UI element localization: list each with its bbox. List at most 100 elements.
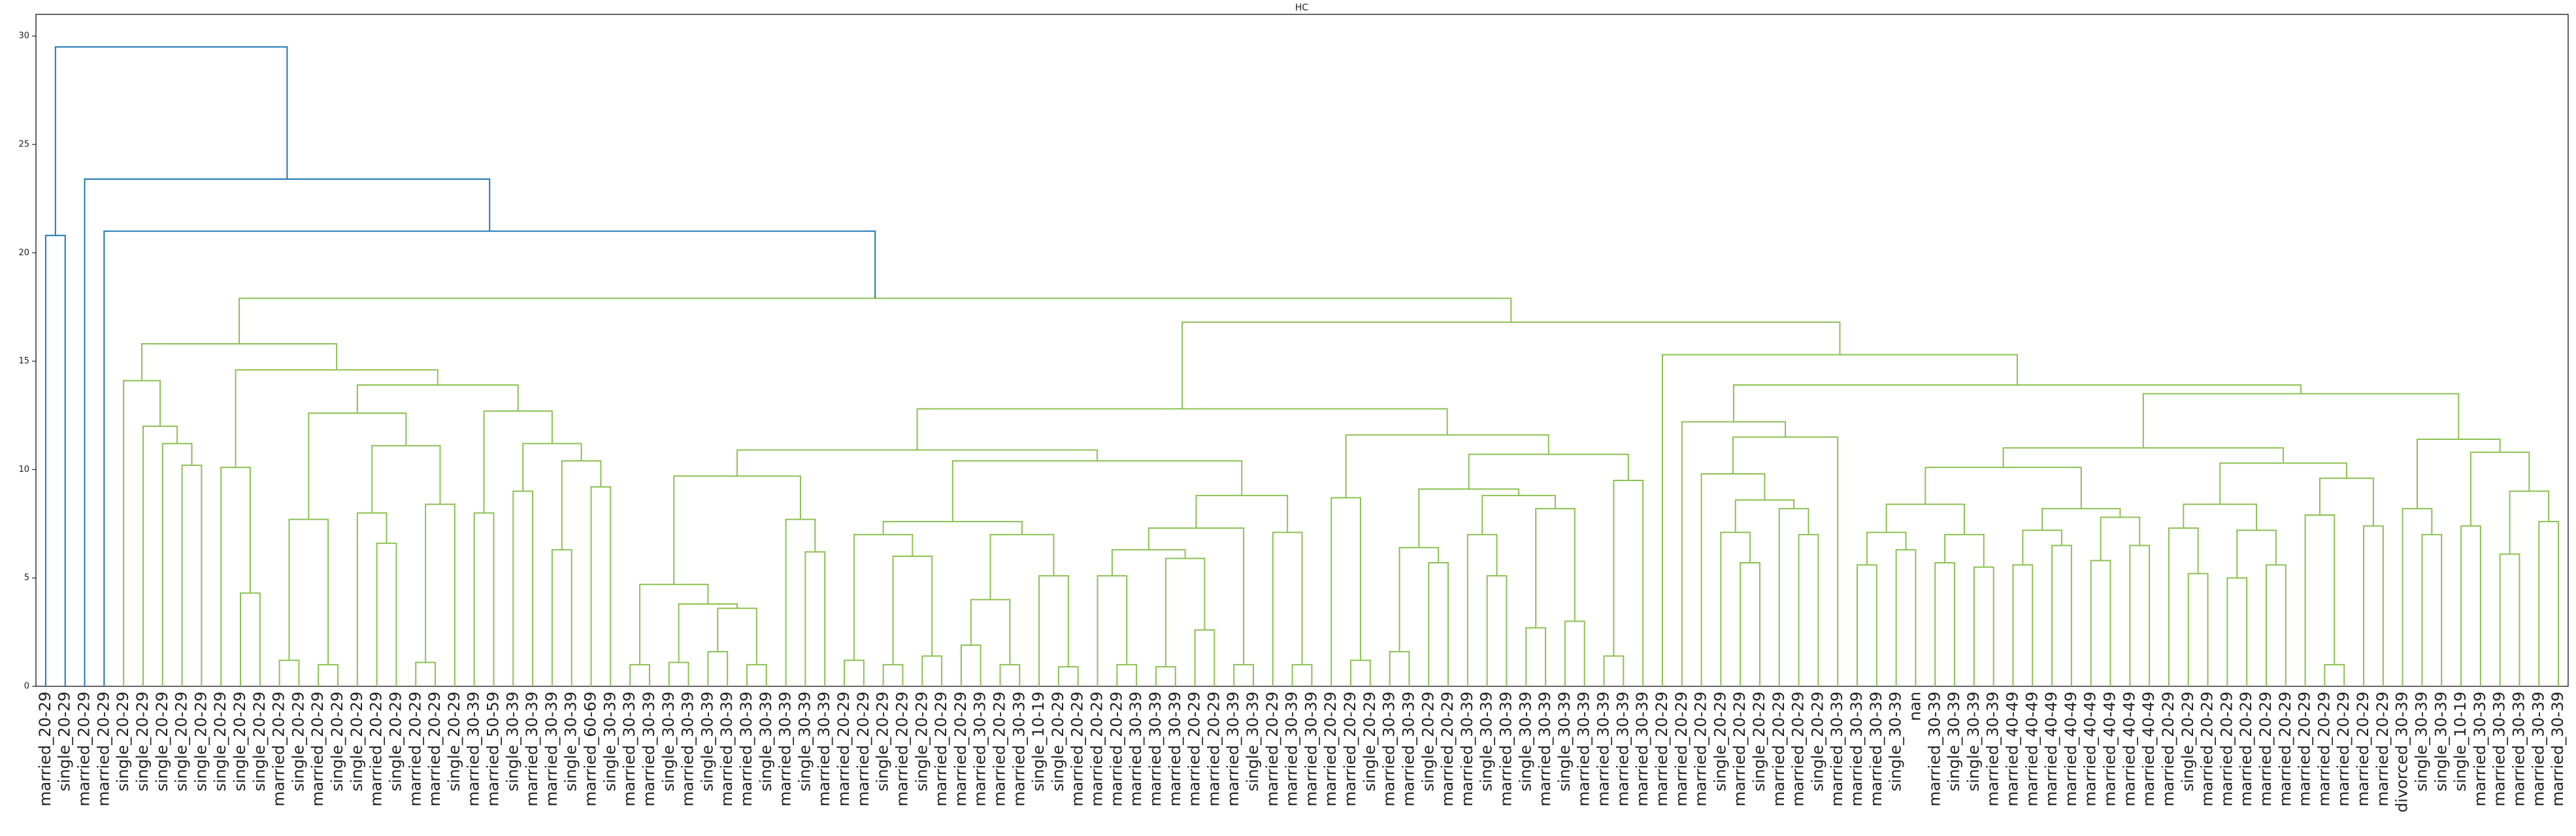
leaf-label: married_20-29 xyxy=(2334,692,2353,807)
dendrogram-link xyxy=(639,584,709,665)
dendrogram-link xyxy=(103,230,876,686)
leaf-label: single_20-29 xyxy=(133,692,152,792)
dendrogram-link xyxy=(2324,663,2345,686)
dendrogram-link xyxy=(1116,663,1138,686)
dendrogram-link xyxy=(318,663,339,686)
dendrogram-link xyxy=(2460,525,2481,686)
leaf-label: married_30-39 xyxy=(815,692,833,807)
dendrogram-link xyxy=(1740,561,1760,686)
leaf-label: married_20-29 xyxy=(834,692,853,807)
chart-title: HC xyxy=(1295,3,1309,13)
dendrogram-link xyxy=(1291,663,1313,686)
leaf-label: married_60-69 xyxy=(582,692,600,807)
dendrogram-link xyxy=(882,663,904,686)
dendrogram-link xyxy=(804,551,826,686)
leaf-label: single_20-29 xyxy=(328,692,346,792)
dendrogram-link xyxy=(551,549,572,686)
leaf-label: single_10-19 xyxy=(1029,692,1048,792)
dendrogram-link xyxy=(1155,666,1176,686)
dendrogram-link xyxy=(288,518,329,665)
leaf-label: married_40-49 xyxy=(2023,692,2041,807)
leaf-label: married_30-39 xyxy=(1380,692,1398,807)
dendrogram-link xyxy=(123,380,161,686)
dendrogram-link xyxy=(2002,447,2285,468)
dendrogram-link xyxy=(308,412,407,520)
leaf-label: married_20-29 xyxy=(951,692,970,807)
leaf-label: married_40-49 xyxy=(2081,692,2100,807)
dendrogram-link xyxy=(2041,508,2121,531)
dendrogram-link xyxy=(2090,560,2111,686)
leaf-label: married_30-39 xyxy=(1925,692,1943,807)
leaf-label: married_30-39 xyxy=(2471,692,2489,807)
leaf-label: single_20-29 xyxy=(153,692,171,792)
leaf-label: married_30-39 xyxy=(523,692,541,807)
leaf-label: single_20-29 xyxy=(1711,692,1729,792)
leaf-label: married_30-39 xyxy=(718,692,736,807)
dendrogram-link xyxy=(882,520,1023,535)
dendrogram-link xyxy=(1866,531,1907,565)
leaf-label: single_30-39 xyxy=(1887,692,1905,792)
dendrogram-link xyxy=(161,443,193,686)
leaf-label: single_30-39 xyxy=(698,692,716,792)
dendrogram-link xyxy=(2168,527,2199,686)
dendrogram-link xyxy=(239,592,261,686)
dendrogram-link xyxy=(668,661,689,686)
dendrogram-link xyxy=(356,384,519,414)
dendrogram-link xyxy=(1720,531,1751,686)
leaf-label: married_40-49 xyxy=(2139,692,2158,807)
leaf-label: single_30-39 xyxy=(1244,692,1262,792)
leaf-label: married_40-49 xyxy=(2042,692,2060,807)
dendrogram-link xyxy=(425,503,455,686)
leaf-label: married_20-29 xyxy=(2354,692,2372,807)
leaf-label: single_30-39 xyxy=(795,692,814,792)
dendrogram-link xyxy=(1468,454,1629,490)
leaf-label: single_20-29 xyxy=(2179,692,2197,792)
dendrogram-link xyxy=(473,512,495,686)
leaf-label: married_20-29 xyxy=(1438,692,1457,807)
dendrogram-link xyxy=(1097,575,1128,686)
leaf-label: married_30-39 xyxy=(2529,692,2547,807)
dendrogram-link xyxy=(746,663,767,686)
leaf-label: single_30-39 xyxy=(1945,692,1963,792)
dendrogram-link xyxy=(1732,384,2302,422)
dendrogram-link xyxy=(2509,490,2550,554)
leaf-label: married_30-39 xyxy=(1536,692,1554,807)
dendrogram-link xyxy=(673,475,801,585)
leaf-label: married_20-29 xyxy=(36,692,54,807)
dendrogram-link xyxy=(1233,663,1254,686)
dendrogram-link xyxy=(2183,503,2258,531)
leaf-label: single_10-19 xyxy=(2451,692,2469,792)
dendrogram-link xyxy=(2265,564,2287,686)
leaf-label: married_20-29 xyxy=(1088,692,1106,807)
dendrogram-link xyxy=(921,655,943,686)
dendrogram-link xyxy=(951,460,1243,522)
dendrogram-link xyxy=(1181,321,1841,409)
leaf-label: married_20-29 xyxy=(75,692,93,807)
dendrogram-link xyxy=(142,426,178,686)
leaf-label: married_20-29 xyxy=(1204,692,1223,807)
dendrogram-link xyxy=(1330,497,1361,686)
dendrogram-link xyxy=(2142,393,2460,448)
dendrogram-link xyxy=(1885,503,1965,535)
leaf-label: married_20-29 xyxy=(1185,692,1204,807)
leaf-label: single_20-29 xyxy=(445,692,463,792)
leaf-label: single_20-29 xyxy=(1049,692,1067,792)
dendrogram-link xyxy=(2304,514,2336,686)
dendrogram-link xyxy=(1857,564,1877,686)
dendrogram-link xyxy=(2129,544,2151,686)
dendrogram-link xyxy=(1350,660,1371,686)
dendrogram-link xyxy=(2187,573,2209,686)
dendrogram-link xyxy=(220,467,251,686)
leaf-label: married_20-29 xyxy=(2373,692,2392,807)
leaf-label: married_20-29 xyxy=(2276,692,2294,807)
dendrogram-link xyxy=(1734,499,1795,533)
leaf-label: married_40-49 xyxy=(2062,692,2080,807)
leaf-label: single_20-29 xyxy=(289,692,307,792)
dendrogram-link xyxy=(2022,529,2062,565)
dendrogram-link xyxy=(590,486,612,686)
leaf-label: single_30-39 xyxy=(1478,692,1496,792)
dendrogram-link xyxy=(1486,575,1508,686)
leaf-label: married_20-29 xyxy=(1672,692,1691,807)
